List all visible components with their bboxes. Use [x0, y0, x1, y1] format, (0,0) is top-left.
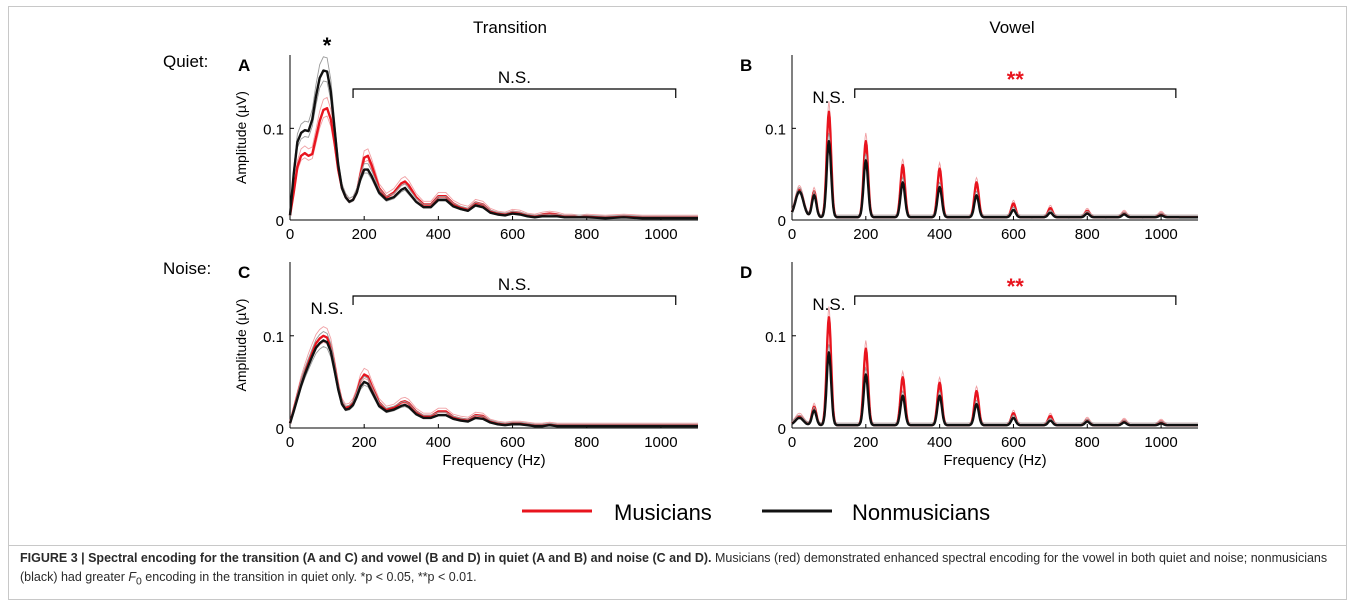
series-nonmusicians-upper-bound — [791, 132, 1198, 216]
legend-musicians-label: Musicians — [614, 500, 712, 525]
x-tick-label: 800 — [1075, 226, 1100, 243]
caption-text-1: Musicians (red) demonstrated enhanced sp… — [20, 551, 1328, 584]
y-tick-label: 0 — [778, 421, 786, 438]
x-tick-label: 0 — [788, 434, 796, 451]
legend: Musicians Nonmusicians — [522, 500, 990, 525]
series-musicians-lower-bound — [791, 325, 1198, 426]
series-nonmusicians-upper-bound — [791, 344, 1198, 424]
x-tick-label: 1000 — [1144, 434, 1177, 451]
series-musicians-upper-bound — [289, 326, 698, 424]
panels-group: A 0 200 400 600 800 1000 0 0.1 Amplitude (µV) * N.S… — [233, 33, 1199, 469]
y-tick-label: 0 — [276, 213, 284, 230]
series-musicians-upper-bound — [289, 96, 698, 216]
x-tick-label: 400 — [426, 434, 451, 451]
y-tick-label: 0.1 — [765, 121, 786, 138]
significance-bracket — [352, 88, 677, 98]
x-tick-label: 600 — [500, 434, 525, 451]
series-nonmusicians-line — [790, 140, 1199, 219]
x-tick-label: 400 — [426, 226, 451, 243]
caption-figure-label: FIGURE 3 | Spectral encoding for the tra… — [20, 551, 712, 565]
x-tick-label: 200 — [352, 226, 377, 243]
x-tick-label: 800 — [574, 226, 599, 243]
x-tick-label: 600 — [1001, 226, 1026, 243]
significance-bracket — [352, 295, 677, 305]
significance-star: * — [323, 33, 332, 58]
x-tick-label: 200 — [853, 434, 878, 451]
x-tick-label: 1000 — [644, 434, 677, 451]
caption-text-2: encoding in the transition in quiet only… — [141, 570, 477, 584]
series-nonmusicians-line — [288, 339, 698, 428]
panel-letter: C — [238, 263, 250, 282]
x-tick-label: 800 — [1075, 434, 1100, 451]
panel-letter: A — [238, 56, 250, 75]
significance-stars: ** — [1007, 274, 1025, 299]
y-axis-label: Amplitude (µV) — [233, 299, 249, 392]
panel-a: A 0 200 400 600 800 1000 0 0.1 Amplitude (µV) * N.S… — [233, 33, 698, 243]
series-nonmusicians-lower-bound — [289, 345, 698, 427]
column-title-transition: Transition — [473, 18, 547, 37]
x-tick-label: 400 — [927, 434, 952, 451]
significance-label: N.S. — [311, 299, 344, 318]
series-musicians-line — [288, 107, 698, 219]
x-tick-label: 600 — [500, 226, 525, 243]
row-label-noise: Noise: — [163, 259, 211, 278]
figure-plots: Transition Vowel Quiet: Noise: A 0 200 400 6… — [163, 18, 1199, 525]
caption-f0-subscript: 0 — [136, 576, 142, 588]
series-nonmusicians-line — [791, 351, 1199, 427]
x-tick-label: 0 — [286, 434, 294, 451]
x-tick-label: 200 — [853, 226, 878, 243]
significance-label: N.S. — [498, 275, 531, 294]
series-musicians-line — [791, 316, 1199, 427]
x-tick-label: 600 — [1001, 434, 1026, 451]
series-nonmusicians-upper-bound — [289, 56, 698, 217]
series-musicians-line — [790, 110, 1199, 219]
panel-letter: D — [740, 263, 752, 282]
x-axis-label: Frequency (Hz) — [943, 452, 1046, 469]
panel-letter: B — [740, 56, 752, 75]
panel-c: C 0 200 400 600 800 1000 0 0.1 Amplitude (µV) Freq… — [233, 262, 698, 469]
series-musicians-lower-bound — [791, 119, 1198, 218]
panel-b: B 0 200 400 600 800 1000 0 0.1 N.S. ** — [740, 55, 1199, 243]
legend-nonmusicians-label: Nonmusicians — [852, 500, 990, 525]
series-nonmusicians-line — [288, 69, 698, 220]
x-axis-label: Frequency (Hz) — [442, 452, 545, 469]
x-tick-label: 0 — [788, 226, 796, 243]
series-nonmusicians-upper-bound — [289, 330, 698, 425]
significance-bracket — [854, 295, 1177, 305]
x-tick-label: 200 — [352, 434, 377, 451]
x-tick-label: 0 — [286, 226, 294, 243]
y-axis-label: Amplitude (µV) — [233, 91, 249, 184]
significance-label: N.S. — [812, 88, 845, 107]
x-tick-label: 800 — [574, 434, 599, 451]
x-tick-label: 400 — [927, 226, 952, 243]
figure-caption: FIGURE 3 | Spectral encoding for the tra… — [20, 549, 1340, 592]
panel-d: D 0 200 400 600 800 1000 0 0.1 Frequency (Hz) N.S.… — [740, 262, 1199, 469]
y-tick-label: 0.1 — [263, 121, 284, 138]
y-tick-label: 0 — [276, 421, 284, 438]
significance-label: N.S. — [812, 295, 845, 314]
x-tick-label: 1000 — [1144, 226, 1177, 243]
series-musicians-upper-bound — [791, 101, 1198, 216]
x-tick-label: 1000 — [644, 226, 677, 243]
y-tick-label: 0 — [778, 213, 786, 230]
caption-f0: F — [128, 570, 137, 584]
row-label-quiet: Quiet: — [163, 52, 208, 71]
y-tick-label: 0.1 — [765, 329, 786, 346]
y-tick-label: 0.1 — [263, 329, 284, 346]
series-musicians-lower-bound — [289, 341, 698, 426]
significance-bracket — [854, 88, 1177, 98]
figure-frame — [8, 6, 1347, 600]
series-nonmusicians-lower-bound — [791, 146, 1198, 218]
caption-divider — [8, 545, 1347, 546]
series-musicians-upper-bound — [791, 306, 1198, 424]
series-nonmusicians-lower-bound — [791, 357, 1198, 426]
column-title-vowel: Vowel — [989, 18, 1034, 37]
series-musicians-line — [288, 334, 698, 427]
significance-stars: ** — [1007, 67, 1025, 92]
significance-label: N.S. — [498, 68, 531, 87]
